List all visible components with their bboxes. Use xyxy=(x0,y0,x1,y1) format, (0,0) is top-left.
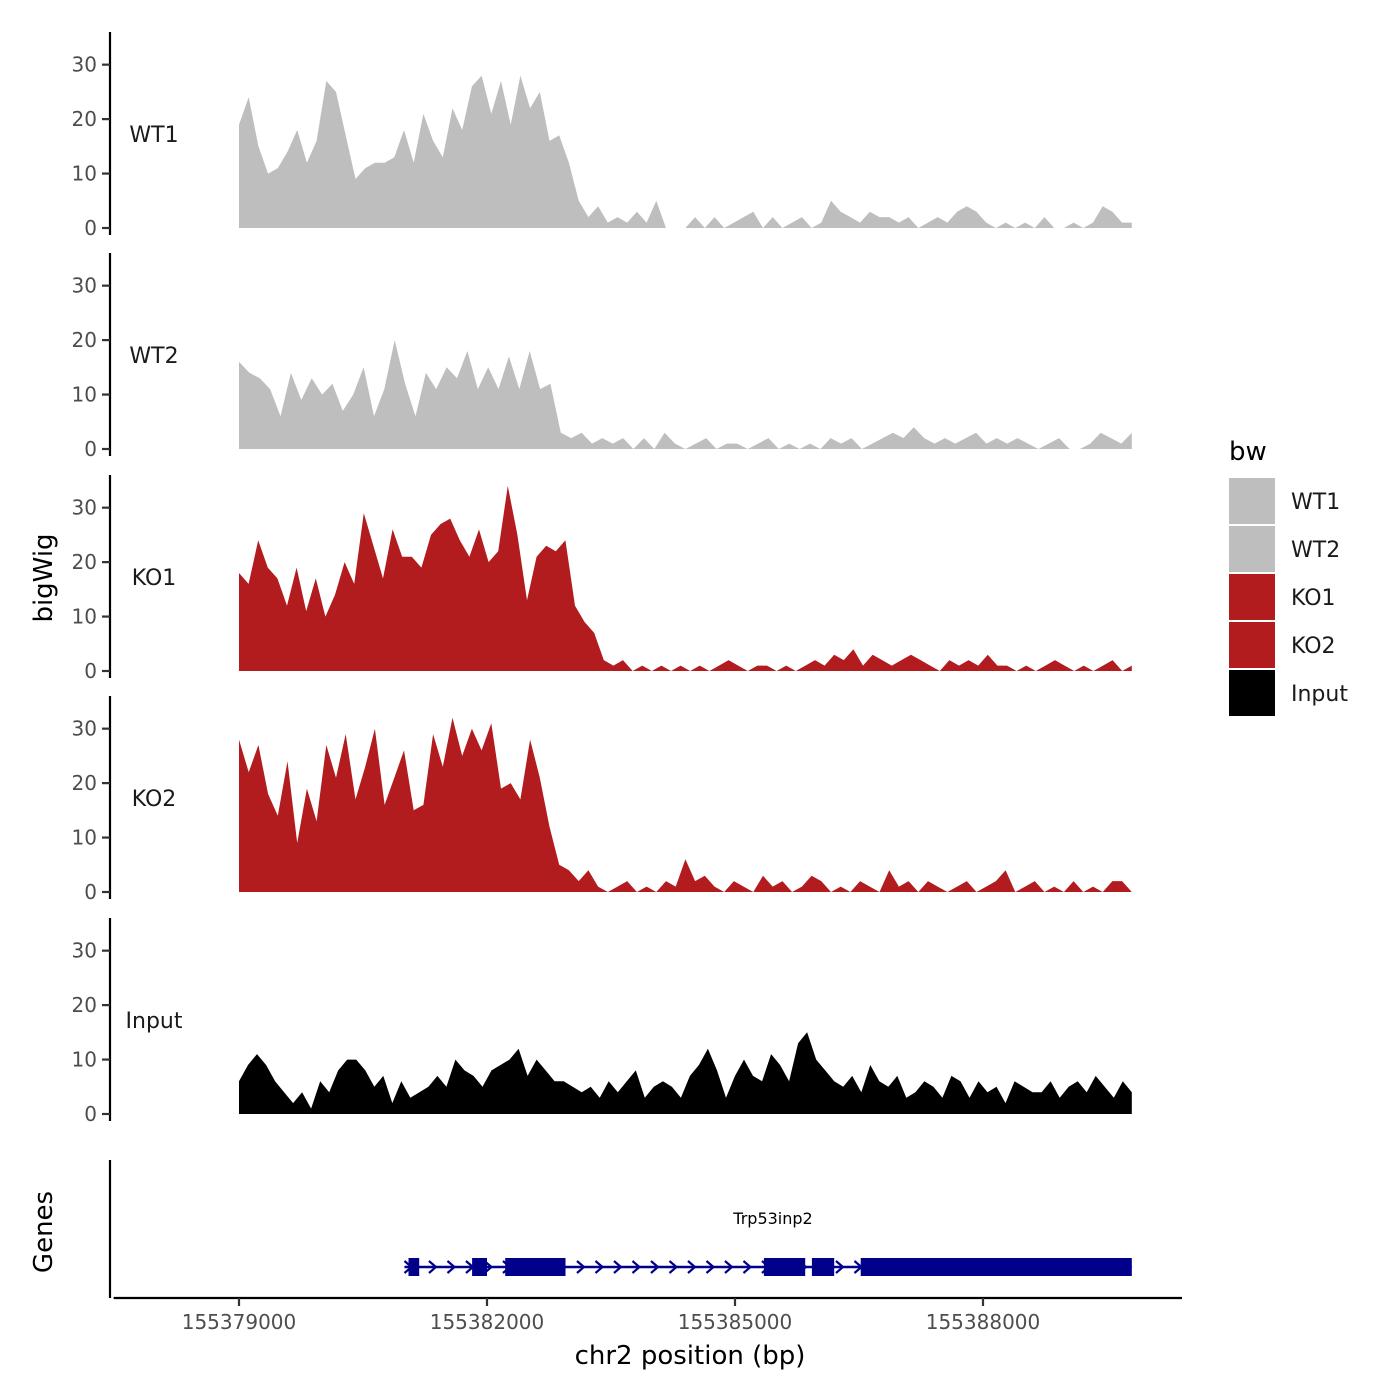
strand-arrow-icon xyxy=(631,1260,642,1274)
y-tick-label: 30 xyxy=(72,717,97,741)
y-tick-label: 0 xyxy=(84,216,97,240)
x-axis: 155379000 155382000 155385000 155388000 xyxy=(113,1296,1182,1334)
x-tick-label: 155388000 xyxy=(926,1310,1041,1334)
gene-exon xyxy=(505,1258,566,1276)
y-tick-label: 10 xyxy=(72,162,97,186)
x-tick-label: 155385000 xyxy=(678,1310,793,1334)
legend-title: bw xyxy=(1229,437,1267,467)
gene-name-label: Trp53inp2 xyxy=(732,1209,812,1228)
strand-arrow-icon xyxy=(594,1260,605,1274)
legend-label-wt1: WT1 xyxy=(1291,490,1340,515)
y-tick-label: 10 xyxy=(72,605,97,629)
gene-trp53inp2: Trp53inp2 xyxy=(403,1209,1132,1276)
y-tick-label: 30 xyxy=(72,939,97,963)
signal-area-ko2 xyxy=(239,717,1132,892)
x-tick-label: 155382000 xyxy=(430,1310,545,1334)
strand-arrow-icon xyxy=(705,1260,716,1274)
y-axis-title: bigWig xyxy=(29,533,59,622)
strand-arrow-icon xyxy=(650,1260,660,1274)
y-tick-label: 20 xyxy=(72,328,97,352)
y-tick-label: 0 xyxy=(84,659,97,683)
strand-arrow-icon xyxy=(446,1260,457,1274)
legend-key-ko2 xyxy=(1229,622,1275,668)
y-tick-label: 0 xyxy=(84,437,97,461)
track-label-wt2: WT2 xyxy=(129,344,178,369)
legend-key-input xyxy=(1229,670,1275,716)
y-tick-label: 0 xyxy=(84,1102,97,1126)
strand-arrow-icon xyxy=(724,1260,734,1274)
genes-axis-title: Genes xyxy=(29,1191,59,1273)
gene-exon xyxy=(860,1258,1132,1276)
y-tick-label: 10 xyxy=(72,383,97,407)
y-tick-label: 20 xyxy=(72,771,97,795)
legend-label-ko1: KO1 xyxy=(1291,586,1336,611)
strand-arrow-icon xyxy=(613,1260,623,1274)
signal-tracks: 0 10 20 30 WT1 0 10 20 30 WT2 0 10 20 30 KO1 0 10 20 30 KO2… xyxy=(72,32,1132,1126)
x-axis-title: chr2 position (bp) xyxy=(575,1341,806,1371)
track-label-input: Input xyxy=(126,1009,183,1034)
x-tick-label: 155379000 xyxy=(182,1310,297,1334)
signal-area-input xyxy=(239,1032,1132,1114)
y-tick-label: 20 xyxy=(72,107,97,131)
gene-track: Trp53inp2 xyxy=(108,1160,1132,1298)
gene-exon xyxy=(472,1258,487,1276)
legend-label-ko2: KO2 xyxy=(1291,634,1336,659)
signal-area-wt2 xyxy=(239,340,1132,449)
legend-key-wt2 xyxy=(1229,526,1275,572)
track-wt1: 0 10 20 30 WT1 xyxy=(72,32,1132,240)
track-ko1: 0 10 20 30 KO1 xyxy=(72,475,1132,683)
signal-area-wt1 xyxy=(239,75,1132,228)
y-tick-label: 30 xyxy=(72,496,97,520)
strand-arrow-icon xyxy=(835,1260,845,1274)
strand-arrow-icon xyxy=(668,1260,679,1274)
y-tick-label: 10 xyxy=(72,826,97,850)
gene-exon xyxy=(811,1258,835,1276)
gene-exon xyxy=(763,1258,806,1276)
track-input: 0 10 20 30 Input xyxy=(72,918,1132,1126)
track-wt2: 0 10 20 30 WT2 xyxy=(72,253,1132,461)
y-tick-label: 20 xyxy=(72,550,97,574)
track-ko2: 0 10 20 30 KO2 xyxy=(72,696,1132,904)
y-tick-label: 30 xyxy=(72,274,97,298)
legend-key-ko1 xyxy=(1229,574,1275,620)
strand-arrow-icon xyxy=(576,1260,586,1274)
track-label-wt1: WT1 xyxy=(129,123,178,148)
track-label-ko1: KO1 xyxy=(132,566,177,591)
legend-label-wt2: WT2 xyxy=(1291,538,1340,563)
strand-arrow-icon xyxy=(687,1260,697,1274)
y-tick-label: 20 xyxy=(72,993,97,1017)
y-tick-label: 10 xyxy=(72,1048,97,1072)
strand-arrow-icon xyxy=(428,1260,438,1274)
legend: bw WT1 WT2 KO1 KO2 Input xyxy=(1229,437,1348,716)
gene-exon xyxy=(408,1258,420,1276)
legend-label-input: Input xyxy=(1291,682,1348,707)
legend-key-wt1 xyxy=(1229,478,1275,524)
signal-area-ko1 xyxy=(239,485,1132,671)
track-label-ko2: KO2 xyxy=(132,787,177,812)
y-tick-label: 0 xyxy=(84,880,97,904)
strand-arrow-icon xyxy=(742,1260,753,1274)
y-tick-label: 30 xyxy=(72,53,97,77)
